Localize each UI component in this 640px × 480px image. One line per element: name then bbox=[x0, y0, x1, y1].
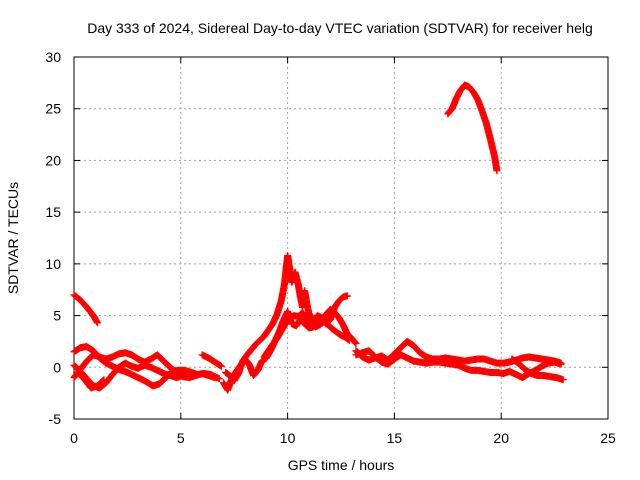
x-axis-label: GPS time / hours bbox=[288, 457, 395, 473]
x-tick-label: 0 bbox=[70, 430, 78, 446]
data-point bbox=[179, 372, 187, 380]
data-point bbox=[346, 336, 354, 344]
data-point bbox=[217, 362, 225, 370]
data-point bbox=[352, 339, 360, 347]
y-tick-label: 5 bbox=[53, 308, 61, 324]
axis-ticks bbox=[73, 56, 609, 420]
y-tick-label: 25 bbox=[45, 101, 61, 117]
data-point bbox=[98, 377, 106, 385]
data-point bbox=[93, 319, 101, 327]
chart-title: Day 333 of 2024, Sidereal Day-to-day VTE… bbox=[87, 20, 593, 36]
data-point bbox=[493, 167, 501, 175]
y-tick-label: 10 bbox=[45, 256, 61, 272]
data-point bbox=[215, 375, 223, 383]
data-point bbox=[343, 292, 351, 300]
y-axis-label: SDTVAR / TECUs bbox=[5, 182, 21, 294]
y-tick-label: 20 bbox=[45, 152, 61, 168]
y-tick-labels: -5 0 5 10 15 20 25 30 bbox=[45, 49, 61, 427]
data-point bbox=[99, 376, 107, 384]
chart-grid bbox=[74, 57, 608, 419]
x-tick-labels: 0 5 10 15 20 25 bbox=[70, 430, 616, 446]
y-tick-label: 30 bbox=[45, 49, 61, 65]
y-tick-label: -5 bbox=[49, 411, 62, 427]
x-tick-label: 20 bbox=[493, 430, 509, 446]
data-point bbox=[100, 376, 108, 384]
x-tick-label: 25 bbox=[600, 430, 616, 446]
x-tick-label: 15 bbox=[387, 430, 403, 446]
data-series bbox=[70, 81, 567, 394]
y-tick-label: 0 bbox=[53, 359, 61, 375]
data-point bbox=[557, 360, 565, 368]
data-point bbox=[351, 339, 359, 347]
plot-frame bbox=[73, 56, 609, 420]
data-point bbox=[559, 376, 567, 384]
x-tick-label: 5 bbox=[177, 430, 185, 446]
y-tick-label: 15 bbox=[45, 204, 61, 220]
x-tick-label: 10 bbox=[280, 430, 296, 446]
data-point bbox=[211, 374, 219, 382]
